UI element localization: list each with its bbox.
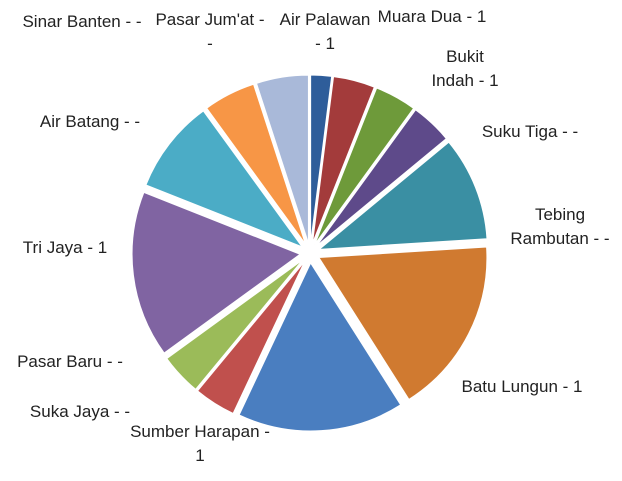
- pie-slice: [317, 141, 488, 250]
- pie-slice: [314, 87, 415, 245]
- slice-label: Suku Tiga - -: [481, 122, 579, 141]
- slice-label: Sinar Banten - -: [22, 12, 142, 31]
- pie-slice: [310, 74, 333, 244]
- slice-label: Sumber Harapan - 1: [130, 422, 270, 465]
- slice-label: Bukit Indah - 1: [431, 47, 499, 90]
- slice-label: Air Palawan - 1: [279, 10, 371, 53]
- pie-slice: [206, 83, 306, 245]
- pie-slice: [255, 74, 309, 244]
- slice-label: Tebing Rambutan - -: [510, 205, 610, 248]
- slice-label: Tri Jaya - 1: [22, 238, 108, 257]
- slice-label: Muara Dua - 1: [377, 7, 487, 26]
- pie-slice: [145, 110, 304, 248]
- pie-slice: [196, 261, 306, 415]
- slice-label: Pasar Baru - -: [17, 352, 123, 371]
- pie-slice: [318, 246, 488, 401]
- slice-label: Suka Jaya - -: [29, 402, 131, 421]
- pie-slice: [311, 76, 375, 244]
- pie-slice: [238, 261, 402, 432]
- slice-label: Pasar Jum'at - -: [155, 10, 265, 53]
- pie-slice: [131, 191, 302, 354]
- pie-slice: [166, 259, 304, 390]
- slice-label: Batu Lungun - 1: [461, 377, 583, 396]
- pie-slice: [316, 109, 447, 247]
- slice-label: Air Batang - -: [39, 112, 141, 131]
